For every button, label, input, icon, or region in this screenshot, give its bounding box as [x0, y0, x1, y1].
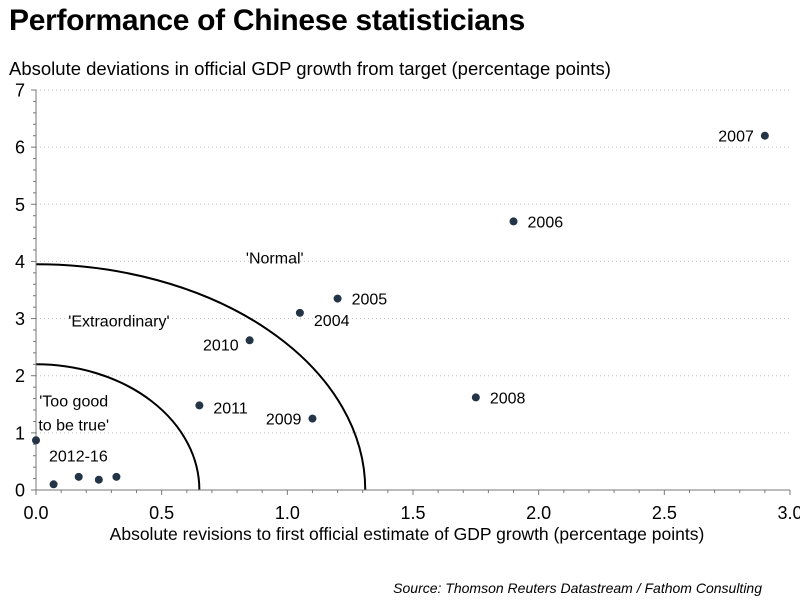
region-label: to be true': [38, 417, 109, 434]
x-tick-label: 3.0: [777, 503, 800, 523]
chart-subtitle: Absolute deviations in official GDP grow…: [9, 58, 611, 79]
data-label: 2011: [213, 400, 248, 417]
y-tick-label: 5: [15, 195, 25, 215]
x-axis-label: Absolute revisions to first official est…: [110, 524, 705, 544]
data-point: [32, 436, 40, 445]
data-point: [509, 217, 518, 226]
region-label: 'Normal': [246, 251, 304, 268]
data-point: [49, 480, 58, 489]
region-label: 'Extraordinary': [68, 313, 169, 330]
data-point: [74, 472, 83, 481]
x-tick-label: 0.0: [23, 503, 48, 523]
data-label: 2004: [314, 313, 350, 330]
data-point: [333, 294, 342, 303]
data-label: 2009: [266, 412, 302, 429]
data-point: [308, 414, 317, 423]
x-tick-label: 2.5: [652, 503, 677, 523]
data-point: [295, 308, 304, 317]
y-tick-label: 3: [15, 309, 25, 329]
region-labels: 'Normal' 'Extraordinary' 'Too good to be tr…: [38, 251, 303, 435]
data-label: 2005: [352, 292, 388, 309]
data-label: 2006: [528, 214, 564, 231]
y-axis-ticks: 0 1 2 3 4 5 6 7: [15, 81, 25, 501]
source-note: Source: Thomson Reuters Datastream / Fat…: [393, 580, 762, 596]
grid-lines: [36, 89, 790, 434]
axes: [31, 89, 791, 495]
y-tick-label: 4: [15, 252, 25, 272]
boundary-curve-outer: [35, 263, 367, 491]
region-label: 'Too good: [39, 393, 108, 410]
x-tick-label: 1.0: [275, 503, 300, 523]
y-tick-label: 2: [15, 366, 25, 386]
chart-title: Performance of Chinese statisticians: [9, 4, 526, 37]
data-point: [195, 401, 204, 410]
x-tick-label: 2.0: [526, 503, 551, 523]
y-tick-label: 6: [15, 138, 25, 158]
data-point: [112, 472, 121, 481]
boundary-curves: [35, 263, 367, 491]
data-point: [471, 393, 480, 402]
data-point: [94, 475, 103, 484]
data-label: 2010: [203, 337, 239, 354]
data-label: 2012-16: [49, 448, 108, 465]
y-tick-label: 0: [15, 481, 25, 501]
data-point: [245, 336, 254, 345]
y-tick-label: 7: [15, 81, 25, 101]
data-label: 2007: [718, 129, 754, 146]
x-tick-label: 1.5: [400, 503, 425, 523]
data-point: [760, 131, 769, 140]
x-tick-label: 0.5: [149, 503, 174, 523]
data-label: 2008: [490, 390, 526, 407]
y-tick-label: 1: [15, 423, 25, 443]
boundary-curve-inner: [35, 363, 201, 491]
x-axis-ticks: 0.0 0.5 1.0 1.5 2.0 2.5 3.0: [23, 503, 800, 523]
